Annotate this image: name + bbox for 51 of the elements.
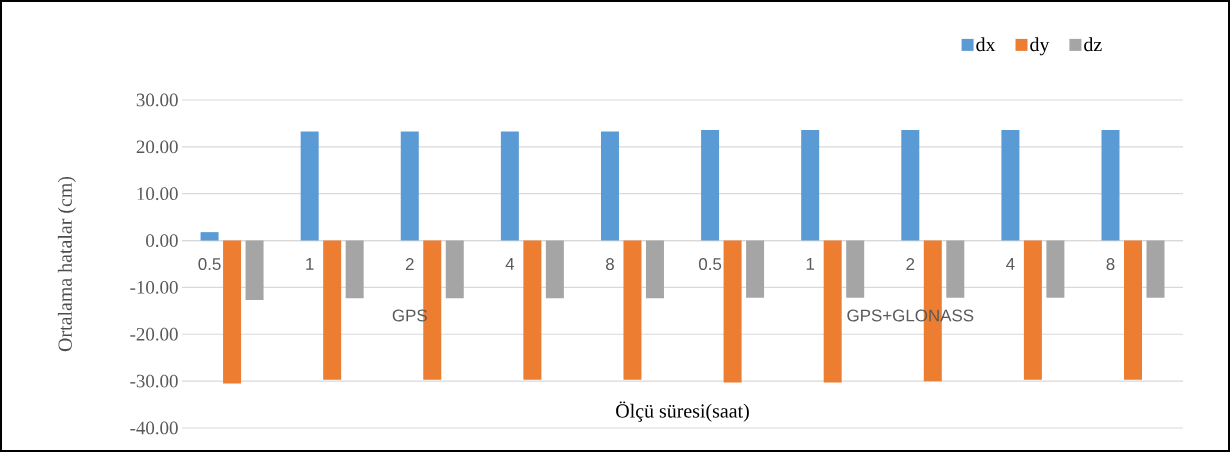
bar — [801, 129, 820, 241]
bar — [701, 129, 720, 241]
y-tick-label: 10.00 — [137, 187, 178, 201]
bar — [1001, 129, 1020, 241]
y-tick-label: 0.00 — [146, 234, 178, 247]
bar — [901, 129, 920, 241]
bar — [200, 232, 219, 241]
bar — [1046, 240, 1065, 298]
x-tick-label: 4 — [505, 258, 515, 270]
bar — [245, 240, 264, 301]
legend-label: dz — [1084, 37, 1102, 52]
bar — [1023, 240, 1042, 380]
bar — [723, 240, 742, 383]
x-tick-label: 2 — [906, 258, 915, 270]
bar — [1146, 240, 1165, 298]
bar — [545, 240, 564, 299]
bar — [323, 240, 342, 380]
bar — [946, 240, 965, 298]
bar — [623, 240, 642, 380]
y-tick-label: 20.00 — [136, 140, 178, 154]
bar — [846, 240, 865, 298]
y-tick-label: -30.00 — [130, 374, 178, 388]
x-tick-label: 0.5 — [198, 258, 221, 271]
x-axis-title: Ölçü süresi(saat) — [616, 401, 749, 422]
bar — [1124, 240, 1142, 380]
bar — [345, 240, 364, 299]
x-tick-label: 0.5 — [698, 258, 722, 271]
bar — [1101, 129, 1120, 241]
x-tick-label: 8 — [1106, 258, 1115, 271]
bar — [523, 240, 542, 380]
legend-label: dx — [976, 37, 996, 52]
bar — [223, 240, 242, 384]
bar — [645, 240, 664, 299]
y-tick-label: -20.00 — [130, 327, 178, 341]
y-axis-title: Ortalama hatalar (cm) — [57, 176, 76, 352]
bar — [400, 131, 419, 241]
bar — [746, 240, 765, 298]
legend-label: dy — [1030, 37, 1050, 56]
bar — [300, 131, 319, 241]
y-tick-label: 30.00 — [136, 93, 178, 107]
bar — [600, 131, 619, 241]
x-tick-label: 1 — [306, 258, 314, 270]
bar — [500, 131, 519, 241]
bar — [823, 240, 842, 383]
bar — [445, 240, 464, 299]
x-tick-label: 4 — [1006, 258, 1015, 270]
y-tick-label: -40.00 — [130, 421, 178, 435]
x-tick-label: 1 — [806, 258, 815, 270]
x-tick-label: 2 — [405, 258, 414, 270]
y-tick-label: -10.00 — [130, 281, 178, 294]
x-tick-label: 8 — [606, 258, 614, 271]
